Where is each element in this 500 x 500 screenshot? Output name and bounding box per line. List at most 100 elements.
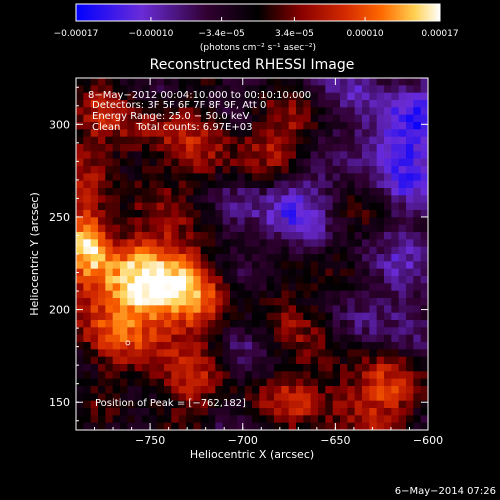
heatmap-cell — [127, 378, 136, 387]
heatmap-cell — [230, 78, 238, 86]
heatmap-cell — [164, 188, 172, 196]
heatmap-cell — [266, 78, 275, 86]
heatmap-cell — [369, 85, 378, 94]
heatmap-cell — [296, 349, 304, 358]
heatmap-cell — [98, 166, 106, 174]
heatmap-cell — [347, 320, 356, 328]
heatmap-cell — [420, 334, 428, 343]
heatmap-cell — [281, 114, 290, 123]
heatmap-cell — [149, 378, 158, 387]
heatmap-cell — [259, 356, 268, 365]
heatmap-cell — [376, 320, 385, 328]
heatmap-cell — [208, 393, 216, 402]
heatmap-cell — [413, 400, 422, 409]
heatmap-cell — [222, 276, 231, 284]
heatmap-cell — [281, 415, 290, 424]
heatmap-cell — [83, 107, 92, 116]
heatmap-cell — [413, 334, 422, 343]
heatmap-cell — [105, 320, 114, 328]
heatmap-cell — [303, 166, 312, 174]
heatmap-cell — [369, 92, 378, 101]
heatmap-cell — [186, 202, 194, 211]
heatmap-cell — [347, 246, 356, 255]
heatmap-cell — [296, 320, 304, 328]
heatmap-cell — [193, 100, 202, 108]
heatmap-cell — [149, 393, 158, 402]
heatmap-cell — [215, 356, 224, 365]
heatmap-cell — [332, 122, 341, 130]
heatmap-cell — [134, 371, 143, 380]
heatmap-cell — [200, 180, 209, 189]
heatmap-cell — [186, 92, 194, 101]
heatmap-cell — [318, 276, 326, 284]
colorbar-tick-label: 0.00017 — [421, 29, 458, 39]
heatmap-cell — [303, 239, 312, 248]
heatmap-cell — [376, 400, 385, 409]
heatmap-cell — [178, 173, 187, 182]
heatmap-cell — [384, 283, 392, 292]
heatmap-cell — [310, 188, 319, 196]
heatmap-cell — [76, 246, 84, 255]
heatmap-cell — [237, 202, 246, 211]
heatmap-cell — [406, 107, 414, 116]
heatmap-cell — [281, 151, 290, 160]
heatmap-cell — [288, 85, 297, 94]
heatmap-cell — [325, 78, 334, 86]
heatmap-cell — [105, 246, 114, 255]
heatmap-cell — [200, 202, 209, 211]
heatmap-cell — [398, 92, 407, 101]
heatmap-cell — [142, 268, 150, 277]
heatmap-cell — [288, 415, 297, 424]
heatmap-cell — [288, 158, 297, 167]
heatmap-cell — [369, 327, 378, 336]
heatmap-cell — [362, 415, 370, 424]
heatmap-cell — [98, 85, 106, 94]
heatmap-cell — [98, 195, 106, 204]
heatmap-cell — [420, 290, 428, 299]
heatmap-cell — [127, 239, 136, 248]
heatmap-cell — [208, 276, 216, 284]
heatmap-cell — [340, 129, 348, 138]
heatmap-cell — [266, 349, 275, 358]
heatmap-cell — [384, 122, 392, 130]
heatmap-cell — [178, 239, 187, 248]
heatmap-cell — [296, 371, 304, 380]
heatmap-cell — [362, 327, 370, 336]
heatmap-cell — [354, 114, 363, 123]
y-tick-label: 250 — [49, 211, 70, 224]
heatmap-cell — [252, 151, 260, 160]
heatmap-cell — [369, 136, 378, 145]
heatmap-cell — [83, 158, 92, 167]
heatmap-cell — [76, 254, 84, 262]
heatmap-cell — [178, 254, 187, 262]
heatmap-cell — [193, 136, 202, 145]
heatmap-cell — [98, 114, 106, 123]
heatmap-cell — [369, 371, 378, 380]
heatmap-cell — [406, 180, 414, 189]
heatmap-cell — [156, 232, 165, 240]
heatmap-cell — [142, 415, 150, 424]
heatmap-cell — [156, 290, 165, 299]
heatmap-cell — [303, 217, 312, 226]
heatmap-cell — [171, 114, 180, 123]
heatmap-cell — [325, 400, 334, 409]
heatmap-cell — [420, 136, 428, 145]
heatmap-cell — [420, 107, 428, 116]
heatmap-cell — [178, 298, 187, 306]
heatmap-cell — [230, 122, 238, 130]
heatmap-cell — [83, 166, 92, 174]
heatmap-cell — [332, 100, 341, 108]
heatmap-cell — [215, 188, 224, 196]
heatmap-cell — [303, 371, 312, 380]
heatmap-cell — [296, 136, 304, 145]
heatmap-cell — [318, 85, 326, 94]
heatmap-cell — [340, 100, 348, 108]
heatmap-cell — [156, 202, 165, 211]
heatmap-cell — [156, 100, 165, 108]
heatmap-cell — [120, 114, 128, 123]
heatmap-cell — [237, 136, 246, 145]
heatmap-cell — [222, 166, 231, 174]
heatmap-cell — [171, 195, 180, 204]
heatmap-cell — [384, 210, 392, 218]
heatmap-cell — [112, 422, 121, 430]
